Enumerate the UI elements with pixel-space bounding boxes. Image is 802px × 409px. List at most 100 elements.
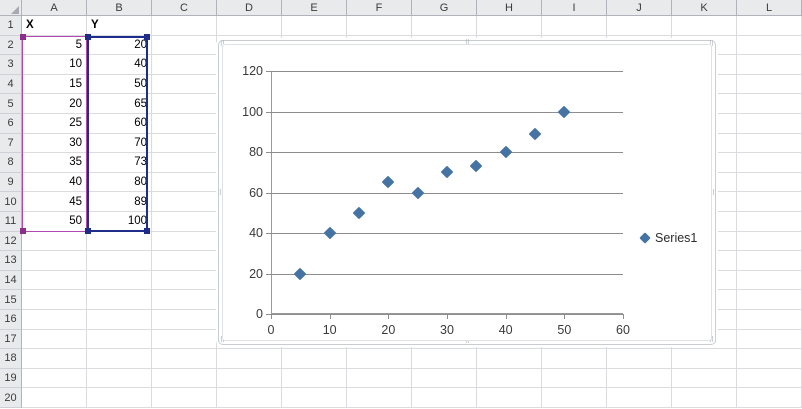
column-header-b[interactable]: B — [87, 0, 152, 16]
cell-A10[interactable]: 45 — [22, 192, 87, 211]
cell-L7[interactable] — [737, 133, 802, 153]
scatter-point[interactable] — [411, 186, 425, 199]
row-header-17[interactable]: 17 — [0, 329, 22, 350]
row-header-8[interactable]: 8 — [0, 153, 22, 173]
cell-L2[interactable] — [737, 35, 802, 55]
cell-B17[interactable] — [87, 329, 152, 349]
cell-K2[interactable] — [672, 35, 737, 55]
scatter-point[interactable] — [323, 226, 337, 240]
cell-K7[interactable] — [672, 133, 737, 153]
cell-E18[interactable] — [282, 349, 347, 368]
cell-A11[interactable]: 50 — [22, 211, 87, 231]
cell-K20[interactable] — [672, 388, 737, 407]
scatter-point[interactable] — [440, 165, 454, 179]
cell-J19[interactable] — [607, 368, 672, 388]
cell-L10[interactable] — [737, 192, 802, 211]
row-header-15[interactable]: 15 — [0, 290, 22, 310]
row-header-6[interactable]: 6 — [0, 113, 22, 134]
cell-K14[interactable] — [672, 270, 737, 290]
scatter-point[interactable] — [528, 127, 542, 141]
cell-C14[interactable] — [152, 270, 217, 290]
column-header-c[interactable]: C — [152, 0, 217, 16]
column-header-k[interactable]: K — [672, 0, 737, 16]
row-header-1[interactable]: 1 — [0, 16, 22, 36]
chart-legend[interactable]: Series1 — [639, 231, 697, 245]
cell-J1[interactable] — [607, 16, 672, 35]
cell-K10[interactable] — [672, 192, 737, 211]
cell-B6[interactable]: 60 — [87, 113, 152, 133]
cell-H1[interactable] — [477, 16, 542, 35]
row-header-12[interactable]: 12 — [0, 231, 22, 252]
cell-A1[interactable]: X — [22, 16, 87, 35]
cell-L3[interactable] — [737, 55, 802, 74]
cell-D18[interactable] — [217, 349, 282, 368]
cell-K4[interactable] — [672, 74, 737, 94]
cell-C7[interactable] — [152, 133, 217, 153]
cell-L20[interactable] — [737, 388, 802, 407]
cell-G18[interactable] — [412, 349, 477, 368]
cell-C9[interactable] — [152, 172, 217, 192]
column-header-e[interactable]: E — [282, 0, 347, 16]
cell-B11[interactable]: 100 — [87, 211, 152, 231]
cell-A19[interactable] — [22, 368, 87, 388]
cell-A14[interactable] — [22, 270, 87, 290]
cell-B16[interactable] — [87, 309, 152, 329]
cell-C12[interactable] — [152, 231, 217, 251]
cell-C19[interactable] — [152, 368, 217, 388]
row-header-4[interactable]: 4 — [0, 74, 22, 95]
cell-K6[interactable] — [672, 113, 737, 133]
scatter-point[interactable] — [557, 105, 571, 118]
column-header-a[interactable]: A — [22, 0, 87, 16]
cell-L9[interactable] — [737, 172, 802, 192]
cell-H20[interactable] — [477, 388, 542, 407]
cell-C4[interactable] — [152, 74, 217, 94]
cell-D1[interactable] — [217, 16, 282, 35]
cell-B20[interactable] — [87, 388, 152, 407]
cell-L12[interactable] — [737, 231, 802, 251]
cell-B14[interactable] — [87, 270, 152, 290]
row-header-13[interactable]: 13 — [0, 251, 22, 271]
cell-G20[interactable] — [412, 388, 477, 407]
row-header-3[interactable]: 3 — [0, 55, 22, 75]
cell-K1[interactable] — [672, 16, 737, 35]
column-header-l[interactable]: L — [737, 0, 802, 16]
column-header-g[interactable]: G — [412, 0, 477, 16]
cell-K5[interactable] — [672, 94, 737, 113]
cell-B4[interactable]: 50 — [87, 74, 152, 94]
cell-B12[interactable] — [87, 231, 152, 251]
cell-G1[interactable] — [412, 16, 477, 35]
row-header-7[interactable]: 7 — [0, 133, 22, 154]
cell-J20[interactable] — [607, 388, 672, 407]
cell-A13[interactable] — [22, 251, 87, 270]
cell-A2[interactable]: 5 — [22, 35, 87, 55]
cell-D20[interactable] — [217, 388, 282, 407]
cell-I1[interactable] — [542, 16, 607, 35]
cell-K9[interactable] — [672, 172, 737, 192]
cell-C8[interactable] — [152, 153, 217, 172]
cell-L13[interactable] — [737, 251, 802, 270]
cell-B2[interactable]: 20 — [87, 35, 152, 55]
cell-A20[interactable] — [22, 388, 87, 407]
cell-E1[interactable] — [282, 16, 347, 35]
cell-A12[interactable] — [22, 231, 87, 251]
cell-A3[interactable]: 10 — [22, 55, 87, 74]
cell-B15[interactable] — [87, 290, 152, 309]
cell-K13[interactable] — [672, 251, 737, 270]
scatter-point[interactable] — [293, 267, 307, 280]
cell-D19[interactable] — [217, 368, 282, 388]
cell-A9[interactable]: 40 — [22, 172, 87, 192]
cell-F18[interactable] — [347, 349, 412, 368]
cell-L5[interactable] — [737, 94, 802, 113]
cell-L19[interactable] — [737, 368, 802, 388]
cell-H19[interactable] — [477, 368, 542, 388]
cell-B18[interactable] — [87, 349, 152, 368]
cell-C20[interactable] — [152, 388, 217, 407]
cell-L1[interactable] — [737, 16, 802, 35]
cell-A7[interactable]: 30 — [22, 133, 87, 153]
cell-F20[interactable] — [347, 388, 412, 407]
cell-A4[interactable]: 15 — [22, 74, 87, 94]
cell-C11[interactable] — [152, 211, 217, 231]
cell-A15[interactable] — [22, 290, 87, 309]
row-header-16[interactable]: 16 — [0, 309, 22, 330]
plot-area[interactable]: 0 20 40 60 80 100 120 0 10 20 30 40 50 60 — [242, 64, 630, 337]
